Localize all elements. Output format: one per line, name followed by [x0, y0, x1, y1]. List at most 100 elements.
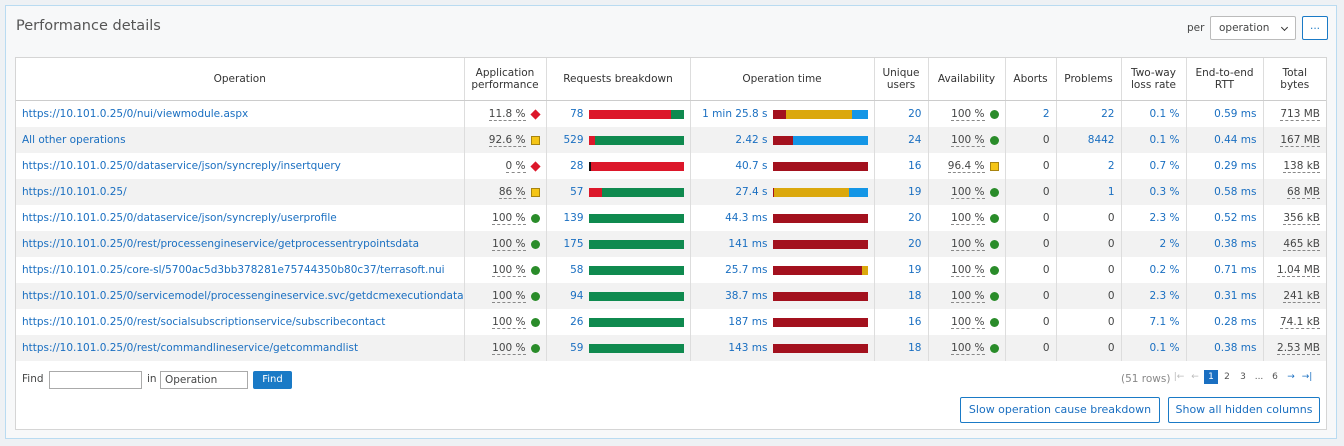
column-header[interactable]: Operation — [16, 58, 464, 101]
problems-value[interactable]: 1 — [1107, 186, 1115, 198]
time-value[interactable]: 27.4 s — [735, 186, 768, 198]
time-value[interactable]: 44.3 ms — [725, 212, 768, 224]
users-value[interactable]: 16 — [908, 316, 922, 328]
requests-value[interactable]: 529 — [563, 134, 584, 146]
column-header[interactable]: Aborts — [1004, 58, 1056, 101]
problems-value[interactable]: 8442 — [1087, 134, 1115, 146]
operation-link[interactable]: https://10.101.0.25/0/servicemodel/proce… — [22, 290, 464, 302]
users-value[interactable]: 19 — [908, 186, 922, 198]
page-button[interactable]: ... — [1254, 372, 1264, 382]
column-header[interactable]: Two-way loss rate — [1120, 58, 1186, 101]
operation-link[interactable]: https://10.101.0.25/ — [22, 186, 127, 198]
next-button[interactable]: → — [1287, 372, 1295, 382]
rtt-value[interactable]: 0.58 ms — [1214, 186, 1257, 198]
users-value[interactable]: 20 — [908, 212, 922, 224]
requests-value[interactable]: 57 — [570, 186, 584, 198]
rtt-value[interactable]: 0.59 ms — [1214, 108, 1257, 120]
rtt-value[interactable]: 0.38 ms — [1214, 238, 1257, 250]
loss-value[interactable]: 0.1 % — [1149, 342, 1180, 354]
requests-value[interactable]: 78 — [570, 108, 584, 120]
loss-value[interactable]: 7.1 % — [1149, 316, 1180, 328]
loss-value[interactable]: 2.3 % — [1149, 212, 1180, 224]
loss-value[interactable]: 0.7 % — [1149, 160, 1180, 172]
time-value[interactable]: 1 min 25.8 s — [702, 108, 768, 120]
page-button[interactable]: 6 — [1272, 372, 1278, 382]
more-button[interactable]: ... — [1302, 16, 1328, 40]
loss-value[interactable]: 2 % — [1159, 238, 1180, 250]
column-header[interactable]: Availability — [927, 58, 1005, 101]
operation-link[interactable]: https://10.101.0.25/core-sl/5700ac5d3bb3… — [22, 264, 445, 276]
time-value[interactable]: 25.7 ms — [725, 264, 768, 276]
time-value[interactable]: 2.42 s — [735, 134, 768, 146]
users-value[interactable]: 24 — [908, 134, 922, 146]
rtt-value[interactable]: 0.29 ms — [1214, 160, 1257, 172]
in-select[interactable]: Operation — [160, 371, 248, 389]
loss-value[interactable]: 0.1 % — [1149, 134, 1180, 146]
users-value[interactable]: 20 — [908, 238, 922, 250]
problems-value: 0 — [1107, 342, 1115, 354]
time-value[interactable]: 187 ms — [728, 316, 768, 328]
requests-value[interactable]: 26 — [570, 316, 584, 328]
operation-link[interactable]: https://10.101.0.25/0/dataservice/json/s… — [22, 160, 341, 172]
operation-link[interactable]: https://10.101.0.25/0/rest/socialsubscri… — [22, 316, 386, 328]
status-icon — [989, 187, 999, 197]
operation-link[interactable]: https://10.101.0.25/0/rest/processengine… — [22, 238, 420, 250]
rtt-value[interactable]: 0.52 ms — [1214, 212, 1257, 224]
loss-value[interactable]: 0.1 % — [1149, 108, 1180, 120]
app-cell: 100 % — [463, 335, 546, 361]
page-button[interactable]: 1 — [1204, 370, 1218, 384]
users-value[interactable]: 16 — [908, 160, 922, 172]
requests-value[interactable]: 175 — [563, 238, 584, 250]
avail: 100 % — [935, 212, 999, 225]
app: 0 % — [471, 160, 541, 173]
last-button[interactable]: →| — [1301, 372, 1313, 382]
column-header[interactable]: End-to-end RTT — [1185, 58, 1263, 101]
column-header[interactable]: Requests breakdown — [545, 58, 690, 101]
problems-value[interactable]: 22 — [1101, 108, 1115, 120]
requests-value[interactable]: 94 — [570, 290, 584, 302]
aborts-value: 0 — [1042, 186, 1050, 198]
column-header[interactable]: Problems — [1055, 58, 1121, 101]
time-value[interactable]: 38.7 ms — [725, 290, 768, 302]
rtt-value[interactable]: 0.44 ms — [1214, 134, 1257, 146]
operation-link[interactable]: https://10.101.0.25/0/dataservice/json/s… — [22, 212, 337, 224]
time-value[interactable]: 143 ms — [728, 342, 768, 354]
aborts-value[interactable]: 2 — [1042, 108, 1050, 120]
column-header[interactable]: Application performance — [463, 58, 546, 101]
requests-value[interactable]: 58 — [570, 264, 584, 276]
rtt-value[interactable]: 0.31 ms — [1214, 290, 1257, 302]
hidden-columns-button[interactable]: Show all hidden columns — [1168, 397, 1320, 423]
requests-cell: 57 — [545, 179, 690, 205]
find-button[interactable]: Find — [253, 371, 292, 389]
problems-value[interactable]: 2 — [1107, 160, 1115, 172]
column-header[interactable]: Total bytes — [1262, 58, 1326, 101]
per-select[interactable]: operation — [1210, 16, 1296, 40]
problems-cell: 0 — [1055, 309, 1121, 335]
page-button[interactable]: 3 — [1240, 372, 1246, 382]
column-header[interactable]: Unique users — [873, 58, 928, 101]
column-header[interactable]: Operation time — [689, 58, 874, 101]
users-value[interactable]: 19 — [908, 264, 922, 276]
loss-value[interactable]: 2.3 % — [1149, 290, 1180, 302]
bar-segment — [772, 317, 868, 327]
loss-value[interactable]: 0.3 % — [1149, 186, 1180, 198]
users-value[interactable]: 18 — [908, 290, 922, 302]
users-value[interactable]: 18 — [908, 342, 922, 354]
rtt-value[interactable]: 0.71 ms — [1214, 264, 1257, 276]
requests-value[interactable]: 59 — [570, 342, 584, 354]
find-input[interactable] — [49, 371, 142, 389]
operation-link[interactable]: All other operations — [22, 134, 126, 146]
page-button[interactable]: 2 — [1224, 372, 1230, 382]
operation-link[interactable]: https://10.101.0.25/0/nui/viewmodule.asp… — [22, 108, 249, 120]
rtt-value[interactable]: 0.28 ms — [1214, 316, 1257, 328]
loss-value[interactable]: 0.2 % — [1149, 264, 1180, 276]
cause-breakdown-button[interactable]: Slow operation cause breakdown — [960, 397, 1160, 423]
time-value[interactable]: 40.7 s — [735, 160, 768, 172]
requests-value[interactable]: 139 — [563, 212, 584, 224]
users-value[interactable]: 20 — [908, 108, 922, 120]
operation-link[interactable]: https://10.101.0.25/0/rest/commandlinese… — [22, 342, 359, 354]
requests-value[interactable]: 28 — [570, 160, 584, 172]
rtt-value[interactable]: 0.38 ms — [1214, 342, 1257, 354]
time-value[interactable]: 141 ms — [728, 238, 768, 250]
